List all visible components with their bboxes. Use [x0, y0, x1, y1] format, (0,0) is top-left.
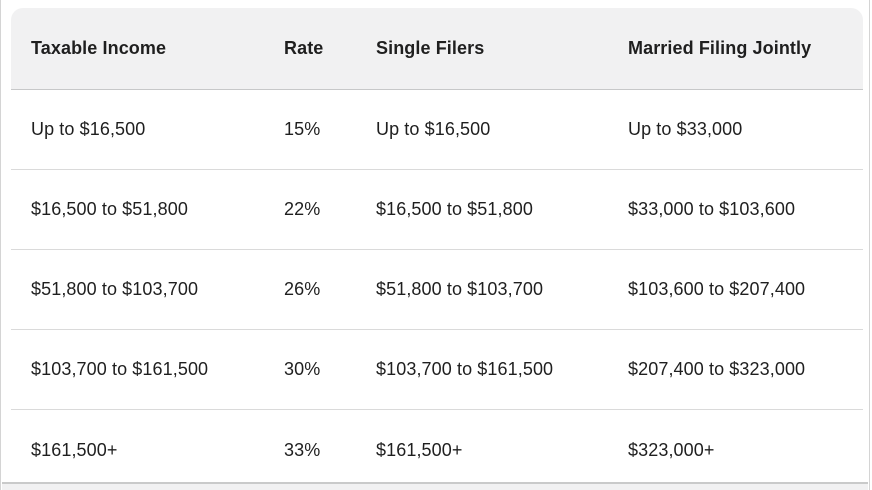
- cell-married-filing-jointly: $103,600 to $207,400: [628, 279, 806, 299]
- table-row: Up to $16,500 15% Up to $16,500 Up to $3…: [11, 90, 863, 170]
- cell-married-filing-jointly: $33,000 to $103,600: [628, 199, 796, 219]
- cell-taxable-income: $51,800 to $103,700: [31, 279, 199, 299]
- table-row: $103,700 to $161,500 30% $103,700 to $16…: [11, 330, 863, 410]
- cell-single-filers: Up to $16,500: [376, 119, 491, 139]
- table-row: $161,500+ 33% $161,500+ $323,000+: [11, 410, 863, 490]
- cell-married-filing-jointly: Up to $33,000: [628, 119, 743, 139]
- cell-single-filers: $161,500+: [376, 439, 463, 460]
- cell-rate: 26%: [284, 279, 321, 299]
- header-cell-married-filing-jointly: Married Filing Jointly: [628, 38, 812, 58]
- header-cell-taxable-income: Taxable Income: [31, 38, 167, 58]
- table-row: $51,800 to $103,700 26% $51,800 to $103,…: [11, 250, 863, 330]
- header-cell-single-filers: Single Filers: [376, 38, 485, 58]
- header-cell-rate: Rate: [284, 38, 324, 58]
- cell-rate: 30%: [284, 359, 321, 379]
- next-table-header-partial: [2, 482, 868, 490]
- cell-single-filers: $51,800 to $103,700: [376, 279, 544, 299]
- cell-rate: 15%: [284, 119, 321, 139]
- cell-married-filing-jointly: $323,000+: [628, 439, 715, 460]
- cell-married-filing-jointly: $207,400 to $323,000: [628, 359, 806, 379]
- cell-taxable-income: $103,700 to $161,500: [31, 359, 209, 379]
- tax-brackets-table: Taxable Income Rate Single Filers Marrie…: [11, 8, 863, 490]
- table-row: $16,500 to $51,800 22% $16,500 to $51,80…: [11, 170, 863, 250]
- cell-taxable-income: Up to $16,500: [31, 119, 146, 139]
- cell-taxable-income: $16,500 to $51,800: [31, 199, 188, 219]
- table-header-row: Taxable Income Rate Single Filers Marrie…: [11, 8, 863, 90]
- cell-single-filers: $16,500 to $51,800: [376, 199, 533, 219]
- cell-rate: 33%: [284, 439, 321, 460]
- cell-single-filers: $103,700 to $161,500: [376, 359, 554, 379]
- cell-rate: 22%: [284, 199, 321, 219]
- cell-taxable-income: $161,500+: [31, 439, 118, 460]
